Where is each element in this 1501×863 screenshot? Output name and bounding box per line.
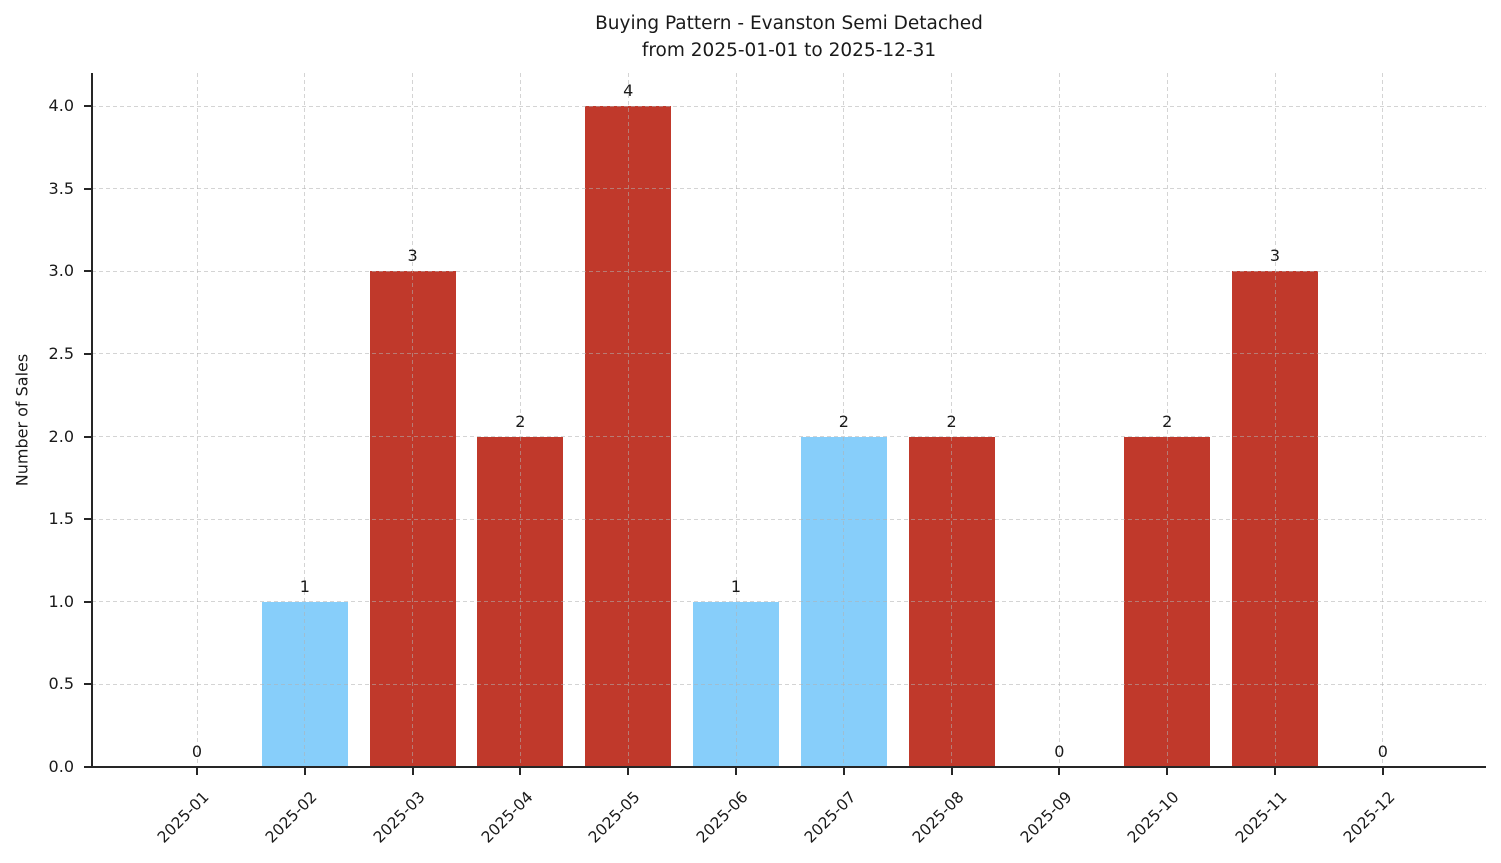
v-gridline xyxy=(412,73,414,767)
v-gridline xyxy=(519,73,521,767)
h-gridline xyxy=(92,270,1486,272)
y-tick xyxy=(84,105,92,108)
y-tick xyxy=(84,435,92,438)
chart-title: Buying Pattern - Evanston Semi Detached … xyxy=(92,10,1486,64)
v-gridline xyxy=(1058,73,1060,767)
x-tick xyxy=(411,767,414,775)
bar-value-label: 0 xyxy=(1377,742,1388,761)
x-tick xyxy=(842,767,845,775)
v-gridline xyxy=(843,73,845,767)
chart-title-line2: from 2025-01-01 to 2025-12-31 xyxy=(641,40,937,61)
x-tick xyxy=(1274,767,1276,775)
x-tick xyxy=(735,767,737,775)
y-tick xyxy=(84,518,92,521)
x-tick xyxy=(950,767,953,775)
bar-value-label: 2 xyxy=(1162,411,1173,431)
y-tick xyxy=(84,187,92,190)
x-tick-label: 2025-10 xyxy=(1124,788,1183,847)
x-tick xyxy=(1166,767,1169,775)
v-gridline xyxy=(1166,73,1168,767)
x-tick-label: 2025-09 xyxy=(1016,788,1076,847)
bar-value-label: 3 xyxy=(1269,246,1281,266)
v-gridline xyxy=(196,73,198,767)
y-tick-label: 0.5 xyxy=(48,674,74,694)
x-tick-label: 2025-02 xyxy=(262,788,321,847)
h-gridline xyxy=(92,683,1486,685)
y-tick-label: 1.0 xyxy=(48,591,74,611)
x-tick-label: 2025-04 xyxy=(477,788,537,847)
bar-value-label: 2 xyxy=(838,411,849,431)
x-tick-label: 2025-01 xyxy=(154,788,213,847)
y-tick-label: 2.5 xyxy=(48,343,74,363)
x-tick xyxy=(196,767,198,775)
h-gridline xyxy=(92,105,1486,107)
x-tick xyxy=(1381,767,1384,775)
y-tick-label: 2.0 xyxy=(48,426,74,446)
x-tick xyxy=(303,767,306,775)
h-gridline xyxy=(92,518,1486,520)
x-tick-label: 2025-06 xyxy=(693,788,752,847)
x-tick xyxy=(627,767,630,775)
x-tick-label: 2025-11 xyxy=(1232,788,1291,847)
x-tick xyxy=(1058,767,1061,775)
y-tick-label: 4.0 xyxy=(48,96,74,116)
x-tick-label: 2025-07 xyxy=(801,788,860,847)
v-gridline xyxy=(735,73,737,767)
h-gridline xyxy=(92,188,1486,190)
v-gridline xyxy=(1274,73,1276,767)
v-gridline xyxy=(627,73,629,767)
h-gridline xyxy=(92,601,1486,603)
y-tick-label: 1.5 xyxy=(48,509,74,529)
x-tick xyxy=(519,767,522,775)
x-tick-label: 2025-12 xyxy=(1340,788,1399,847)
bar-value-label: 1 xyxy=(299,576,310,596)
v-gridline xyxy=(1382,73,1384,767)
x-tick-label: 2025-08 xyxy=(908,788,968,847)
v-gridline xyxy=(951,73,953,767)
x-tick-label: 2025-03 xyxy=(369,788,429,847)
x-axis-spine xyxy=(91,766,1486,768)
y-tick xyxy=(84,600,92,603)
bar-value-label: 3 xyxy=(407,246,418,266)
bar-value-label: 0 xyxy=(191,742,203,761)
bar-value-label: 1 xyxy=(730,576,742,596)
y-axis-label: Number of Sales xyxy=(12,353,32,487)
bar-value-label: 2 xyxy=(946,411,957,431)
plot-area: 0 2025-01 1 2025-02 3 2025-03 2 2025-04 4 2025-05… xyxy=(49,73,1486,847)
bar-value-label: 0 xyxy=(1054,742,1065,761)
y-tick xyxy=(84,766,92,768)
y-axis-spine xyxy=(91,73,93,768)
y-tick-label: 3.0 xyxy=(48,261,74,281)
h-gridline xyxy=(92,436,1486,438)
x-tick-label: 2025-05 xyxy=(585,788,644,847)
y-tick xyxy=(84,683,92,686)
y-tick-label: 0.0 xyxy=(48,757,74,776)
y-tick xyxy=(84,352,92,355)
y-tick-label: 3.5 xyxy=(48,178,74,198)
y-tick xyxy=(84,270,92,273)
chart-title-line1: Buying Pattern - Evanston Semi Detached xyxy=(595,13,983,34)
v-gridline xyxy=(304,73,306,767)
h-gridline xyxy=(92,353,1486,355)
bar-value-label: 2 xyxy=(515,411,526,431)
bar-value-label: 4 xyxy=(623,81,634,101)
